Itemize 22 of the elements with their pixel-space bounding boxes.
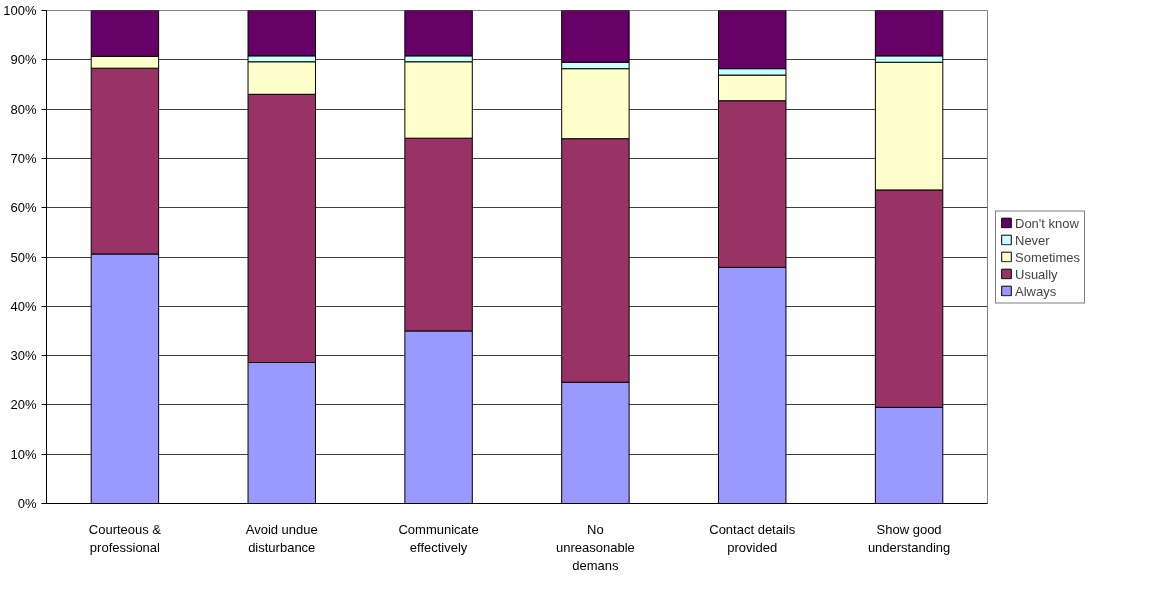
y-tick-label: 100% xyxy=(3,3,37,18)
x-tick-label: Courteous & professional xyxy=(88,521,162,555)
y-tick-label: 0% xyxy=(17,496,37,511)
legend-label: Never xyxy=(1015,232,1050,247)
y-tick-label: 10% xyxy=(10,446,37,462)
y-tick-label: 30% xyxy=(10,348,37,364)
x-tick-label: Communicate effectively xyxy=(398,521,479,555)
y-tick-label: 40% xyxy=(10,298,37,314)
x-tick-label: Show good understanding xyxy=(867,521,951,555)
legend-label: Always xyxy=(1015,283,1057,298)
legend-label: Don't know xyxy=(1015,215,1079,230)
x-tick-label: Avoid undue disturbance xyxy=(245,521,318,555)
y-tick-label: 70% xyxy=(10,150,37,166)
x-tick-label: No unreasonable demans xyxy=(556,521,635,573)
y-tick-label: 90% xyxy=(10,52,37,68)
y-tick-label: 50% xyxy=(10,249,37,265)
y-tick-label: 60% xyxy=(10,200,37,216)
y-tick-label: 80% xyxy=(10,101,37,117)
y-tick-label: 20% xyxy=(10,397,37,413)
legend-label: Usually xyxy=(1015,266,1058,281)
legend-label: Sometimes xyxy=(1015,249,1081,264)
x-tick-label: Contact details provided xyxy=(709,521,796,555)
